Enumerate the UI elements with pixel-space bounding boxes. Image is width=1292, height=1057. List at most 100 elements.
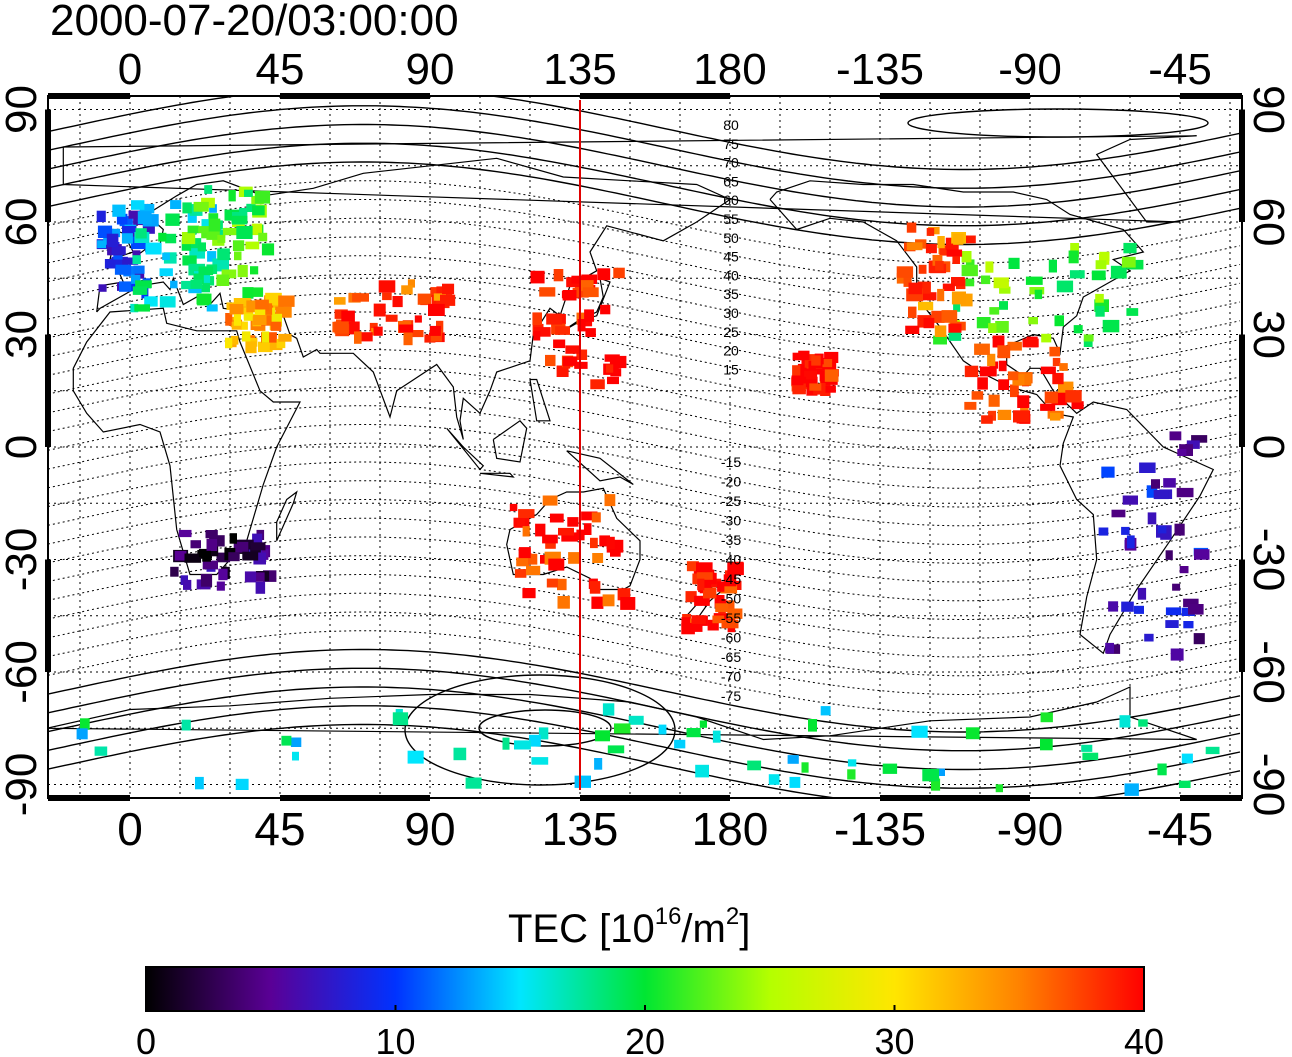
tec-cell [254, 190, 271, 204]
tec-cell [1073, 325, 1083, 334]
tec-cell [531, 757, 549, 765]
tec-cell [206, 538, 218, 551]
tec-cell [948, 330, 962, 341]
axis-ticks [45, 93, 1245, 801]
tec-cell [1102, 319, 1120, 333]
tec-cell [1123, 242, 1137, 254]
top-lon-label: 180 [693, 45, 766, 94]
tec-cell [436, 286, 447, 298]
tec-cell [1105, 642, 1114, 654]
tec-cell [1059, 363, 1068, 371]
tec-cell [1048, 259, 1057, 273]
tec-cell [989, 307, 1000, 315]
tec-cell [721, 619, 739, 629]
tec-cell [229, 533, 237, 544]
colorbar-tick-label: 10 [375, 1021, 415, 1057]
tec-cell [939, 245, 949, 256]
tec-cell [182, 202, 192, 214]
contour-label: 60 [723, 192, 739, 208]
tec-cell [516, 518, 526, 526]
tec-cell [165, 233, 177, 244]
tec-cell [530, 270, 545, 284]
tec-cell [334, 309, 348, 319]
tec-cell [847, 759, 857, 767]
contour-label: -30 [721, 513, 741, 529]
tec-cell [239, 208, 248, 219]
tec-cell [1099, 253, 1110, 265]
tec-cell [553, 269, 564, 282]
tec-cell [133, 265, 145, 274]
tec-cell [1176, 487, 1194, 498]
tec-cell [948, 323, 962, 333]
tec-cell [1138, 719, 1148, 727]
tec-cell [1040, 712, 1053, 723]
tec-cell [579, 319, 593, 327]
tec-cell [562, 290, 577, 301]
tec-cell [999, 301, 1008, 310]
tec-cell [620, 597, 636, 610]
tec-cell [207, 546, 219, 557]
tec-cell [1146, 485, 1158, 498]
tec-cell [1095, 293, 1104, 303]
tec-cell [1054, 315, 1064, 327]
tec-cell [104, 259, 116, 269]
tec-cell [556, 365, 569, 377]
tec-cell [403, 332, 413, 346]
tec-cell [258, 341, 273, 353]
tec-cell [1065, 390, 1082, 403]
tec-cell [233, 314, 241, 326]
tec-cell [987, 353, 996, 367]
top-lon-label: -90 [998, 45, 1062, 94]
tec-cell [245, 241, 260, 250]
tec-cell [187, 225, 200, 234]
tec-cell [685, 591, 697, 603]
tec-cell [1095, 305, 1105, 317]
tec-cell [430, 287, 439, 298]
tec-cell [798, 350, 810, 361]
tec-cell [137, 211, 152, 224]
tec-cell [979, 366, 997, 377]
coastlines [48, 135, 1215, 741]
tec-cell [933, 335, 947, 345]
tec-cell [1165, 620, 1179, 628]
tec-cell [952, 256, 960, 264]
tec-cell [1028, 317, 1038, 325]
tec-cell [717, 581, 725, 592]
tec-cell [604, 494, 616, 507]
tec-cell [549, 513, 564, 523]
tec-cell [217, 248, 230, 261]
right-lat-label: 90 [1244, 85, 1292, 134]
tec-cell [607, 376, 619, 385]
tec-cell [1058, 381, 1074, 394]
tec-cell [961, 251, 972, 263]
tec-cell [241, 331, 251, 342]
bottom-lon-label: 45 [254, 803, 305, 855]
tec-cell [1034, 289, 1043, 300]
tec-cell [202, 560, 218, 570]
tec-cell [526, 565, 541, 576]
contour-label: -45 [721, 571, 741, 587]
bottom-lon-label: -45 [1147, 803, 1213, 855]
tec-cell [518, 509, 535, 519]
bottom-lon-label: 135 [542, 803, 619, 855]
tec-cell [208, 213, 219, 222]
tec-cell [953, 298, 961, 312]
tec-cell [135, 280, 152, 289]
tec-cell [373, 326, 383, 336]
tec-cell [592, 553, 604, 563]
tec-cell [1174, 523, 1185, 536]
tec-cell [106, 233, 119, 247]
tec-cell [971, 391, 984, 400]
contour-label: -55 [721, 610, 741, 626]
tec-cell [233, 298, 251, 309]
tec-cell [243, 313, 257, 321]
tec-cell [1070, 243, 1079, 256]
tec-cell [1188, 604, 1204, 615]
tec-cell [533, 331, 541, 341]
contour-label: -50 [721, 591, 741, 607]
tec-cell [121, 232, 133, 244]
contour-label: 20 [723, 343, 739, 359]
tec-cell [522, 588, 536, 599]
top-lon-label: -135 [836, 45, 924, 94]
tec-cell [824, 351, 839, 363]
